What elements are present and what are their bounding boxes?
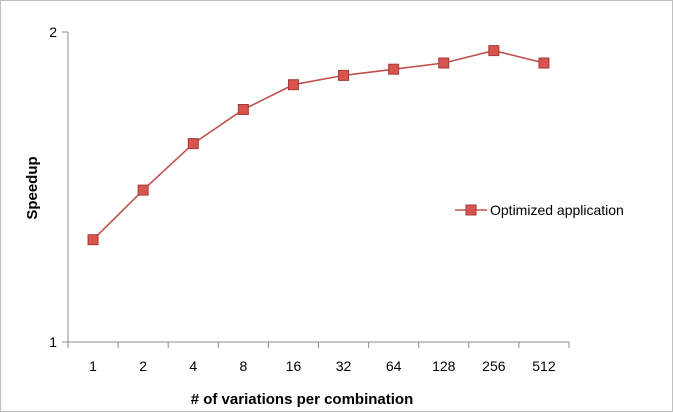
data-point-marker xyxy=(438,57,450,69)
x-tick-label: 256 xyxy=(482,358,506,374)
data-point-marker xyxy=(87,234,99,246)
data-point-marker xyxy=(538,57,550,69)
x-tick-label: 512 xyxy=(532,358,556,374)
y-axis-title: Speedup xyxy=(24,156,41,219)
x-axis-title: # of variations per combination xyxy=(191,391,414,408)
y-tick-label: 2 xyxy=(49,24,57,40)
x-tick-label: 1 xyxy=(89,358,97,374)
legend-marker xyxy=(465,204,477,216)
legend: Optimized application xyxy=(455,202,624,218)
data-point-marker xyxy=(338,69,350,81)
data-point-marker xyxy=(388,63,400,75)
y-tick-label: 1 xyxy=(49,334,57,350)
series-line xyxy=(92,49,545,241)
tick-labels: 1 2 1 2 4 8 16 32 64 128 256 512 xyxy=(49,24,556,374)
x-tick-label: 4 xyxy=(189,358,197,374)
data-point-marker xyxy=(237,104,249,115)
chart-series xyxy=(87,45,550,246)
x-tick-label: 128 xyxy=(432,358,456,374)
data-point-marker xyxy=(287,79,299,91)
data-point-marker xyxy=(488,45,500,57)
x-tick-label: 64 xyxy=(386,358,402,374)
legend-label: Optimized application xyxy=(490,202,624,218)
x-tick-label: 32 xyxy=(336,358,352,374)
data-point-marker xyxy=(187,138,199,150)
x-tick-label: 8 xyxy=(239,358,247,374)
chart-axes xyxy=(62,31,570,348)
data-point-marker xyxy=(137,184,149,196)
x-tick-label: 16 xyxy=(286,358,302,374)
x-tick-label: 2 xyxy=(139,358,147,374)
